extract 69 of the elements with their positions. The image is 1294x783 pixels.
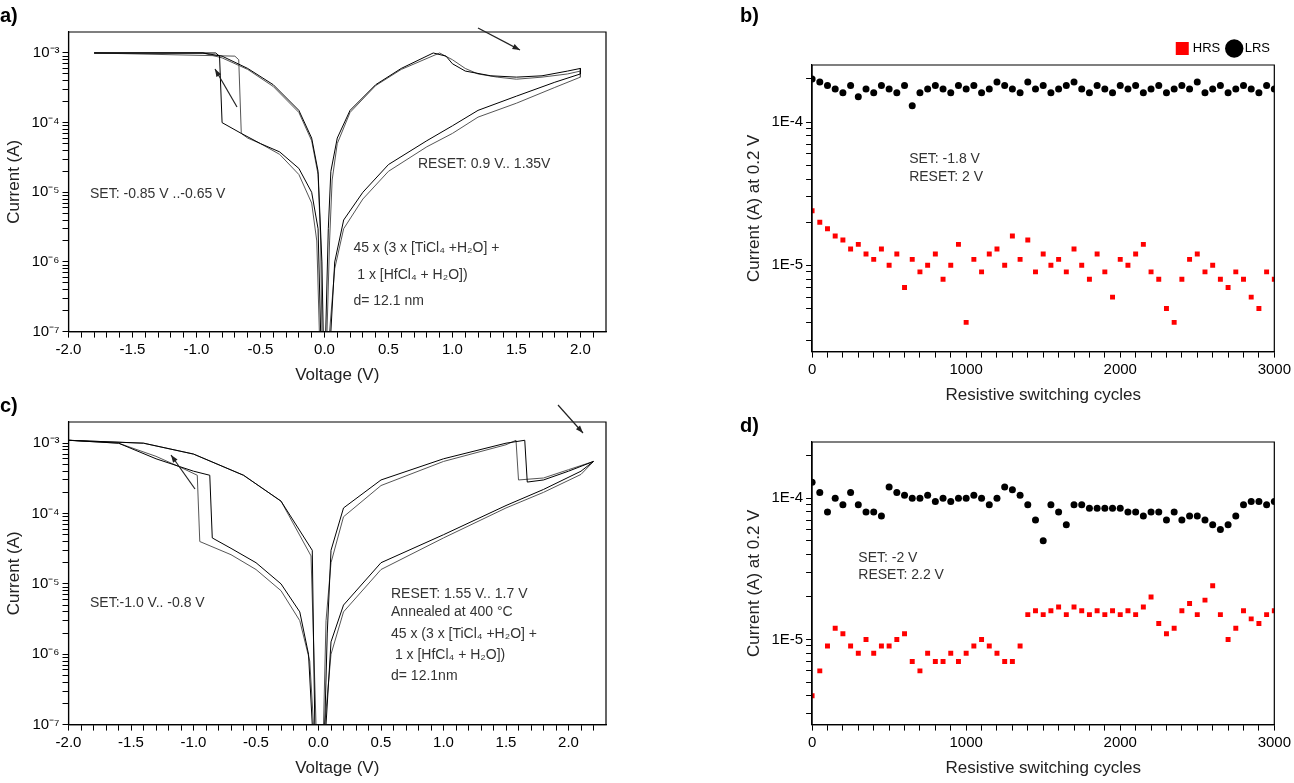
chart-title: c): [0, 393, 18, 416]
x-tick-label: 1.5: [505, 339, 527, 357]
annotation: SET:-1.0 V.. -0.8 V: [90, 594, 206, 611]
x-tick-label: -1.0: [180, 732, 207, 750]
y-axis-title: Current (A) at 0.2 V: [743, 508, 763, 657]
legend-label: LRS: [1244, 40, 1271, 56]
annotation: SET: -1.8 V: [909, 150, 981, 167]
x-tick-label: 1.5: [495, 732, 517, 750]
x-tick-label: -1.5: [118, 732, 144, 750]
y-tick-label: 1E-5: [771, 629, 804, 647]
x-tick-label: 0: [807, 359, 817, 377]
x-tick-label: 1000: [949, 359, 983, 377]
y-axis-title: Current (A): [3, 531, 23, 616]
x-tick-label: -0.5: [243, 732, 269, 750]
x-tick-label: 1000: [949, 732, 983, 750]
y-tick-label: 10⁻⁴: [31, 112, 60, 130]
x-axis-title: Resistive switching cycles: [945, 758, 1141, 778]
annotation: 45 x (3 x [TiCl₄ +H₂O] +: [391, 624, 538, 641]
x-tick-label: -1.5: [119, 339, 146, 357]
annotation: 1 x [HfCl₄ + H₂O]): [391, 645, 506, 662]
y-tick-label: 10⁻³: [32, 433, 60, 451]
x-tick-label: -2.0: [55, 732, 82, 750]
y-tick-label: 1E-4: [771, 488, 804, 506]
x-tick-label: 2.0: [558, 732, 579, 750]
y-tick-label: 10⁻⁷: [32, 714, 60, 732]
x-tick-label: -2.0: [55, 339, 82, 357]
legend-label: HRS: [1192, 40, 1221, 56]
annotation: SET: -2 V: [858, 548, 919, 565]
y-tick-label: 10⁻⁷: [32, 321, 60, 339]
annotation: 45 x (3 x [TiCl₄ +H₂O] +: [353, 238, 500, 255]
annotation: Annealed at 400 °C: [391, 603, 513, 620]
y-tick-label: 10⁻³: [32, 43, 60, 61]
x-tick-label: 2.0: [569, 339, 591, 357]
x-tick-label: 0.0: [314, 339, 335, 357]
annotation: 1 x [HfCl₄ + H₂O]): [353, 265, 468, 282]
x-tick-label: 3000: [1257, 732, 1291, 750]
chart-title: a): [0, 3, 18, 26]
x-tick-label: 0: [807, 732, 817, 750]
x-axis-title: Voltage (V): [295, 365, 380, 385]
x-tick-label: 0.5: [378, 339, 399, 357]
y-tick-label: 1E-5: [771, 255, 804, 273]
y-axis-title: Current (A) at 0.2 V: [743, 133, 763, 282]
x-tick-label: 0.0: [308, 732, 329, 750]
x-tick-label: 1.0: [442, 339, 463, 357]
x-axis-title: Resistive switching cycles: [945, 385, 1141, 405]
annotation: RESET: 2 V: [909, 167, 984, 184]
x-tick-label: 2000: [1103, 359, 1137, 377]
x-axis-title: Voltage (V): [295, 758, 380, 778]
y-tick-label: 10⁻⁴: [31, 503, 60, 521]
y-axis-title: Current (A): [3, 139, 23, 224]
y-tick-label: 10⁻⁵: [31, 574, 60, 592]
chart-title: b): [740, 3, 759, 26]
annotation: RESET: 0.9 V.. 1.35V: [417, 154, 552, 171]
x-tick-label: -0.5: [247, 339, 274, 357]
x-tick-label: 1.0: [433, 732, 454, 750]
annotation: RESET: 1.55 V.. 1.7 V: [391, 585, 529, 602]
annotation: SET: -0.85 V ..-0.65 V: [90, 184, 227, 201]
y-tick-label: 10⁻⁶: [31, 644, 60, 662]
x-tick-label: 3000: [1257, 359, 1291, 377]
y-tick-label: 10⁻⁵: [31, 182, 60, 200]
x-tick-label: 2000: [1103, 732, 1137, 750]
annotation: d= 12.1nm: [391, 667, 458, 684]
y-tick-label: 10⁻⁶: [31, 252, 60, 270]
x-tick-label: 0.5: [370, 732, 392, 750]
chart-title: d): [740, 413, 759, 436]
y-tick-label: 1E-4: [771, 112, 804, 130]
annotation: d= 12.1 nm: [353, 292, 424, 309]
annotation: RESET: 2.2 V: [858, 565, 945, 582]
x-tick-label: -1.0: [183, 339, 210, 357]
